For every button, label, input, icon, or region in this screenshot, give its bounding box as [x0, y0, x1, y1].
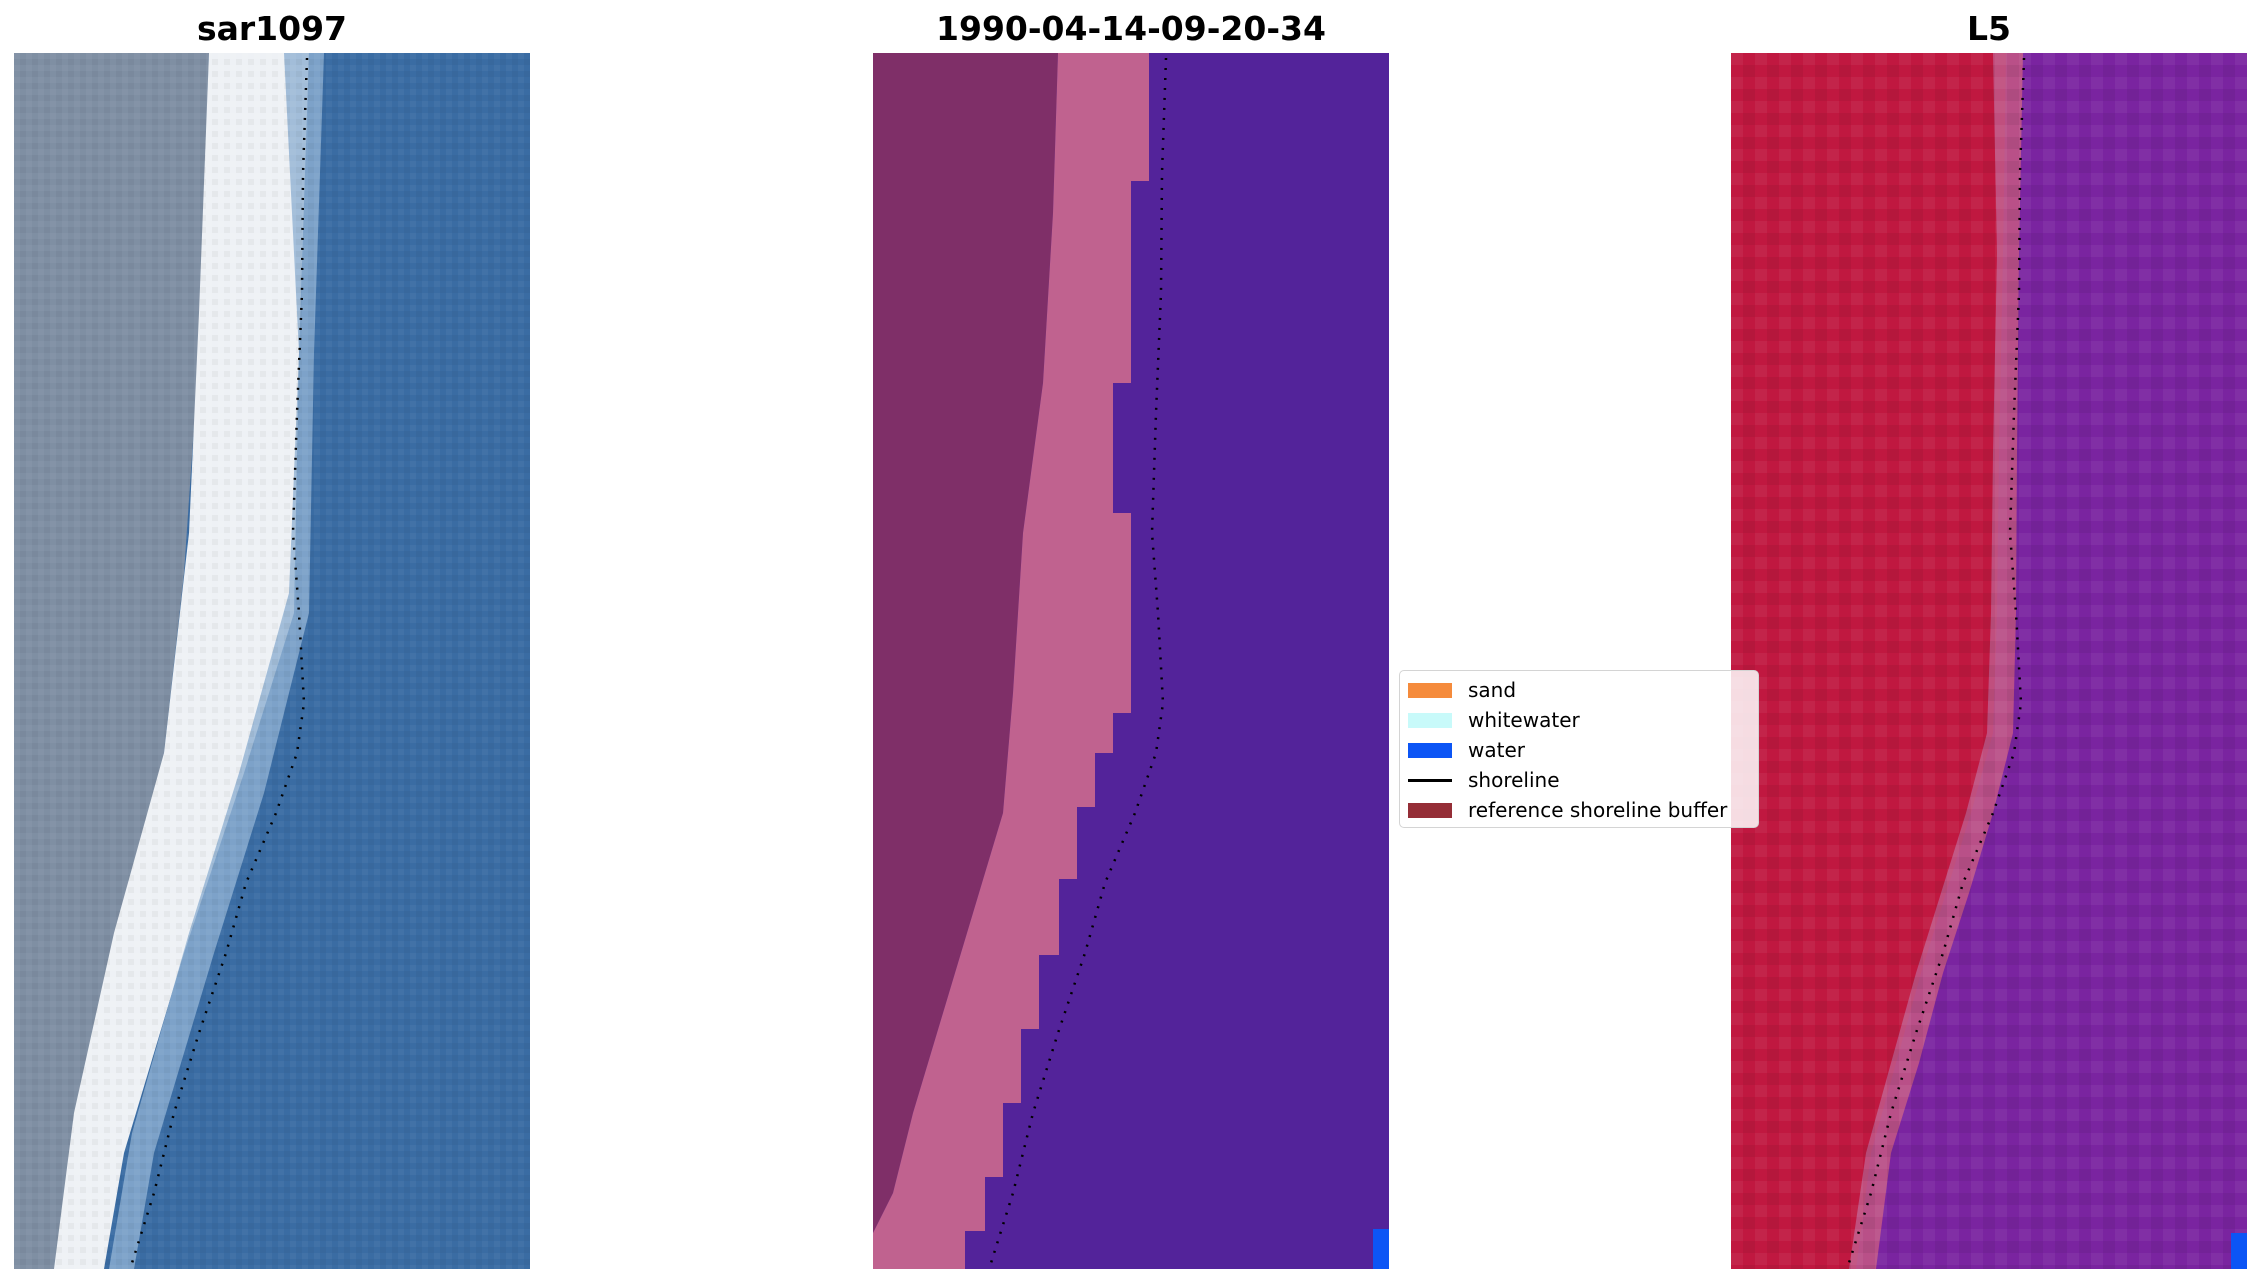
panel-title-rgb: sar1097 — [196, 9, 348, 48]
class-band — [873, 53, 1149, 1269]
rgb-image-panel — [14, 53, 530, 1269]
legend-item-water: water — [1408, 735, 1525, 765]
sar-pixel-texture — [14, 53, 530, 1269]
legend-label: sand — [1468, 678, 1517, 702]
legend-item-reference-buffer: reference shoreline buffer — [1408, 795, 1727, 825]
index-image — [1731, 53, 2247, 1269]
legend-label: shoreline — [1468, 768, 1560, 792]
water-pixel — [2231, 1233, 2247, 1269]
shoreline-swatch — [1408, 778, 1452, 782]
index-panel — [1731, 53, 2247, 1269]
legend-label: reference shoreline buffer — [1468, 798, 1728, 822]
panel-title-index: L5 — [1967, 9, 2011, 48]
legend-item-shoreline: shoreline — [1408, 765, 1560, 795]
classification-image — [873, 53, 1389, 1269]
sand-swatch — [1408, 682, 1452, 698]
sar-background — [14, 53, 530, 1269]
water-pixel — [1373, 1229, 1389, 1269]
legend-label: whitewater — [1468, 708, 1580, 732]
classification-panel — [873, 53, 1389, 1269]
legend: sand whitewater water shoreline referenc… — [1399, 670, 1759, 828]
whitewater-swatch — [1408, 712, 1452, 728]
rgb-image — [14, 53, 530, 1269]
index-pixel-texture — [1731, 53, 2247, 1269]
legend-item-sand: sand — [1408, 675, 1516, 705]
panel-title-classification: 1990-04-14-09-20-34 — [936, 9, 1326, 48]
reference-buffer-swatch — [1408, 802, 1452, 818]
legend-label: water — [1468, 738, 1525, 762]
water-swatch — [1408, 742, 1452, 758]
class-land — [873, 53, 1058, 1233]
legend-item-whitewater: whitewater — [1408, 705, 1580, 735]
